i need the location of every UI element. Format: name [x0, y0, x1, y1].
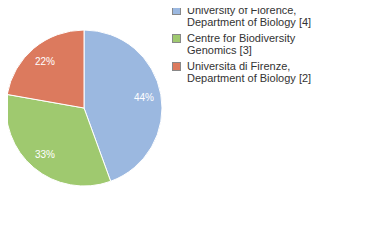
- svg-text:22%: 22%: [35, 56, 55, 67]
- svg-text:44%: 44%: [134, 92, 154, 103]
- html-text:Universita di Firenze, Departm: Universita di Firenze, Department of Bio…: [187, 60, 312, 84]
- html-text:Centre for Biodiversity Genomi: Centre for Biodiversity Genomics [3]: [187, 32, 296, 56]
- svg-text:33%: 33%: [35, 149, 55, 160]
- html-text:University of Florence, Depart: University of Florence, Department of Bi…: [187, 4, 312, 28]
